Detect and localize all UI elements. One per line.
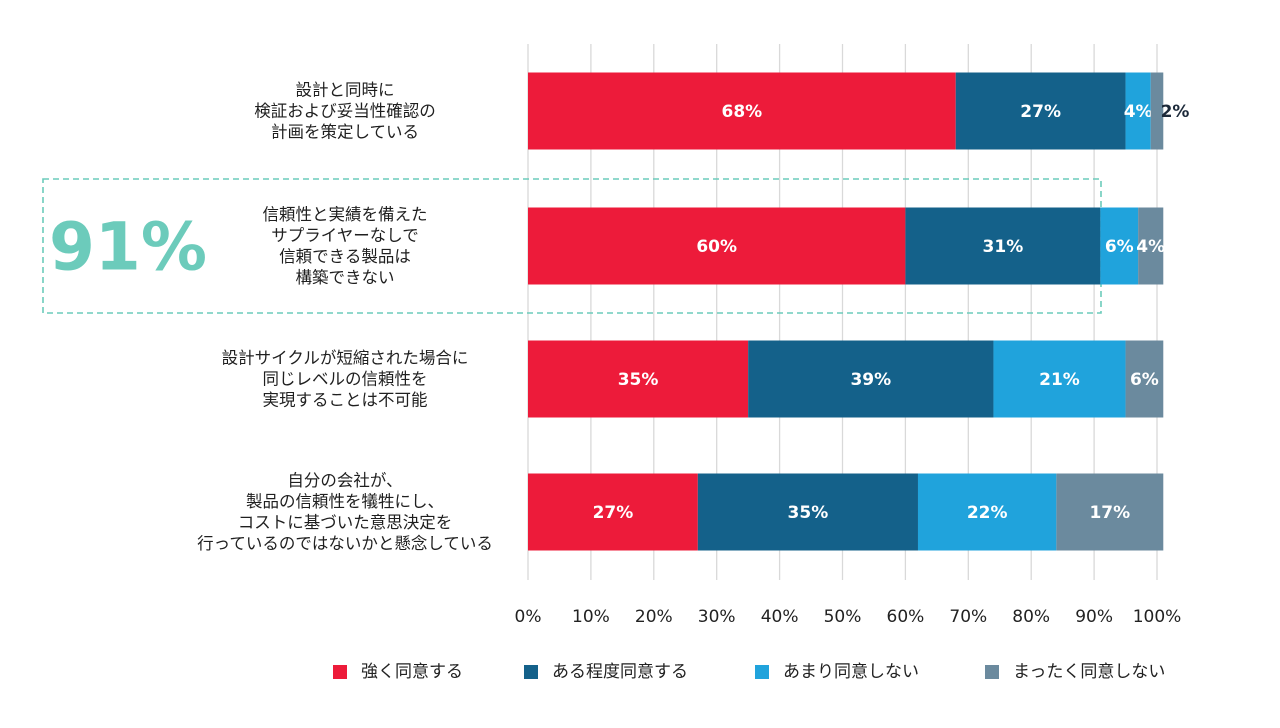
x-tick-label: 0% [515,607,542,627]
category-labels: 設計と同時に検証および妥当性確認の計画を策定している信頼性と実績を備えたサプライ… [197,81,493,554]
bar-segment [697,473,918,551]
data-label: 22% [967,503,1008,523]
category-label: 検証および妥当性確認の [254,102,436,121]
x-axis-ticks: 0% 10% 20% 30% 40% 50% 60% 70% 80% 90% 100% [515,607,1182,627]
x-tick-label: 60% [887,607,925,627]
data-label: 6% [1130,370,1159,390]
legend: 強く同意する ある程度同意する あまり同意しない まったく同意しない [333,662,1165,682]
data-label: 27% [593,503,634,523]
category-label: 構築できない [296,268,395,287]
category-label: 設計と同時に [296,81,395,100]
x-tick-label: 50% [824,607,862,627]
category-label: コストに基づいた意思決定を [238,513,453,532]
category-label: 自分の会社が、 [287,471,402,490]
bars: 68% 27% 4% 2%60% 31% 6% 4%35% 39% 21% 6%27% 35% 22%… [528,72,1190,551]
category-label: 設計サイクルが短縮された場合に [222,349,469,368]
data-label: 35% [618,370,659,390]
bar-segment [905,207,1101,285]
category-label: サプライヤーなしで [271,226,419,245]
data-label: 31% [983,237,1024,257]
x-tick-label: 40% [761,607,799,627]
legend-label: あまり同意しない [783,662,919,682]
bar-segment [528,473,698,551]
legend-label: まったく同意しない [1013,662,1165,682]
bar-segment [1150,72,1164,150]
data-label: 35% [788,503,829,523]
category-label: 実現することは不可能 [263,391,428,410]
data-label: 39% [850,370,891,390]
legend-swatch [985,665,999,679]
x-tick-label: 100% [1133,607,1182,627]
bar-segment [1100,207,1139,285]
data-label: 2% [1161,102,1190,122]
bar-segment [917,473,1057,551]
legend-label: 強く同意する [361,662,463,682]
x-tick-label: 30% [698,607,736,627]
data-label: 60% [696,237,737,257]
x-tick-label: 20% [635,607,673,627]
bar-segment [955,72,1126,150]
bar-segment [528,72,956,150]
bar-segment [748,340,994,418]
bar-segment [1125,72,1151,150]
legend-swatch [755,665,769,679]
data-label: 68% [722,102,763,122]
x-tick-label: 90% [1075,607,1113,627]
bar-segment [1125,340,1164,418]
data-label: 27% [1020,102,1061,122]
data-label: 21% [1039,370,1080,390]
data-label: 17% [1089,503,1130,523]
bar-segment [1056,473,1164,551]
category-label: 行っているのではないかと懸念している [197,533,493,553]
x-tick-label: 10% [572,607,610,627]
bar-segment [528,340,749,418]
legend-label: ある程度同意する [552,662,688,682]
x-tick-label: 70% [949,607,987,627]
category-label: 製品の信頼性を犠牲にし、 [246,492,444,511]
data-label: 4% [1136,237,1165,257]
bar-segment [993,340,1126,418]
data-label: 6% [1105,237,1134,257]
bar-segment [1138,207,1164,285]
data-label: 4% [1124,102,1153,122]
x-tick-label: 80% [1012,607,1050,627]
category-label: 計画を策定している [271,123,419,142]
category-label: 信頼できる製品は [279,247,411,266]
bar-segment [528,207,906,285]
legend-swatch [524,665,538,679]
category-label: 信頼性と実績を備えた [263,205,428,224]
highlight-value: 91% [49,209,207,286]
category-label: 同じレベルの信頼性を [263,370,428,389]
legend-swatch [333,665,347,679]
